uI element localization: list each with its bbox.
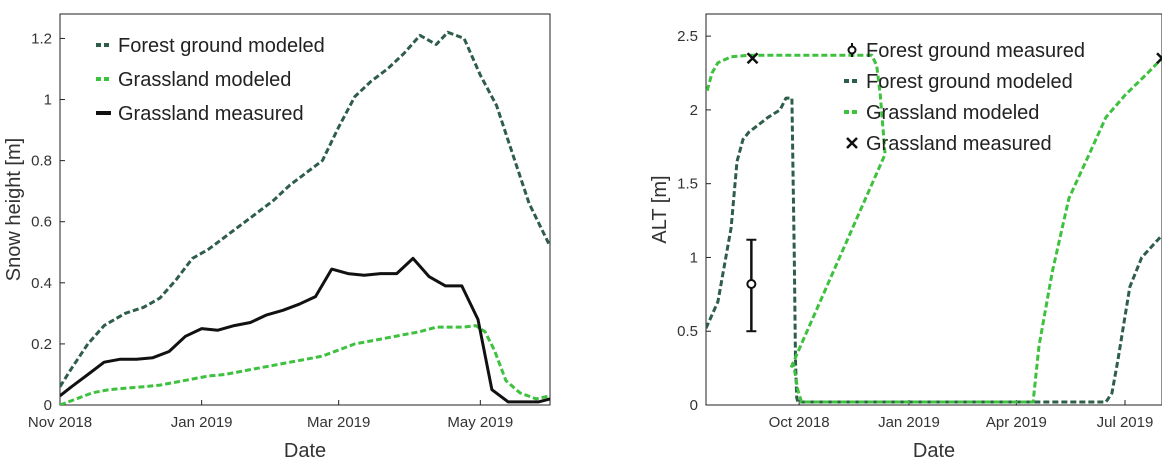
alt-y-tick-label: 1.5: [677, 176, 698, 193]
alt-legend-label: Forest ground measured: [866, 40, 1085, 62]
snow-x-tick-label: May 2019: [447, 414, 513, 431]
alt-x-axis-title: Date: [913, 440, 955, 462]
snow-y-tick-label: 1: [44, 92, 52, 109]
alt-legend-swatch: [846, 137, 858, 149]
snow-data-layer: [60, 30, 552, 405]
alt-x-tick-label: Jan 2019: [878, 414, 940, 431]
alt-y-tick-label: 2.5: [677, 28, 698, 45]
alt-x-tick-label: Apr 2019: [986, 414, 1047, 431]
alt-chart: 0 0.5 1 1.5 2 2.5 Oct 2018 Jan 2019 Apr 2019 Jul …: [649, 13, 1162, 462]
snow-legend-label: Grassland modeled: [118, 69, 291, 91]
snow-x-tick-label: Jan 2019: [171, 414, 233, 431]
alt-x-tick-label: Oct 2018: [769, 414, 830, 431]
snow-series-grassland-modeled: [60, 324, 551, 405]
alt-legend-swatch-marker: [847, 45, 857, 55]
alt-measured-x-marker: [746, 52, 759, 65]
snow-legend-label: Grassland measured: [118, 103, 304, 125]
alt-series-forest-ground-modeled: [706, 96, 1162, 404]
alt-x-tick-label: Jul 2019: [1097, 414, 1154, 431]
snow-y-axis-title: Snow height [m]: [3, 138, 25, 281]
snow-y-tick-label: 0.4: [31, 275, 52, 292]
alt-y-tick-label: 1: [690, 249, 698, 266]
alt-legend-label: Grassland measured: [866, 133, 1052, 155]
snow-y-tick-label: 1.2: [31, 30, 52, 47]
snow-x-axis-title: Date: [284, 440, 326, 462]
snow-y-tick-label: 0.6: [31, 214, 52, 231]
snow-x-tick-label: Mar 2019: [307, 414, 370, 431]
alt-legend-label: Forest ground modeled: [866, 71, 1073, 93]
snow-y-tick-label: 0.2: [31, 336, 52, 353]
alt-y-tick-label: 0: [690, 397, 698, 414]
alt-measured-x-marker: [1156, 52, 1162, 65]
snow-y-tick-label: 0.8: [31, 153, 52, 170]
snow-plot-frame: [59, 13, 551, 406]
snow-series-forest-ground-modeled: [60, 30, 552, 388]
alt-data-layer: [706, 52, 1162, 404]
alt-y-tick-label: 0.5: [677, 323, 698, 340]
snow-series-grassland-measured: [60, 256, 551, 404]
snow-legend-label: Forest ground modeled: [118, 35, 325, 57]
alt-y-axis-title: ALT [m]: [649, 175, 671, 243]
alt-legend-label: Grassland modeled: [866, 102, 1039, 124]
alt-y-tick-label: 2: [690, 102, 698, 119]
snow-x-tick-label: Nov 2018: [28, 414, 92, 431]
alt-plot-frame: [705, 13, 1162, 406]
snow-height-chart: 0 0.2 0.4 0.6 0.8 1 1.2 Nov 2018 Jan 2019 Mar 201…: [3, 13, 552, 462]
snow-y-tick-label: 0: [44, 397, 52, 414]
alt-measured-point: [746, 279, 757, 290]
